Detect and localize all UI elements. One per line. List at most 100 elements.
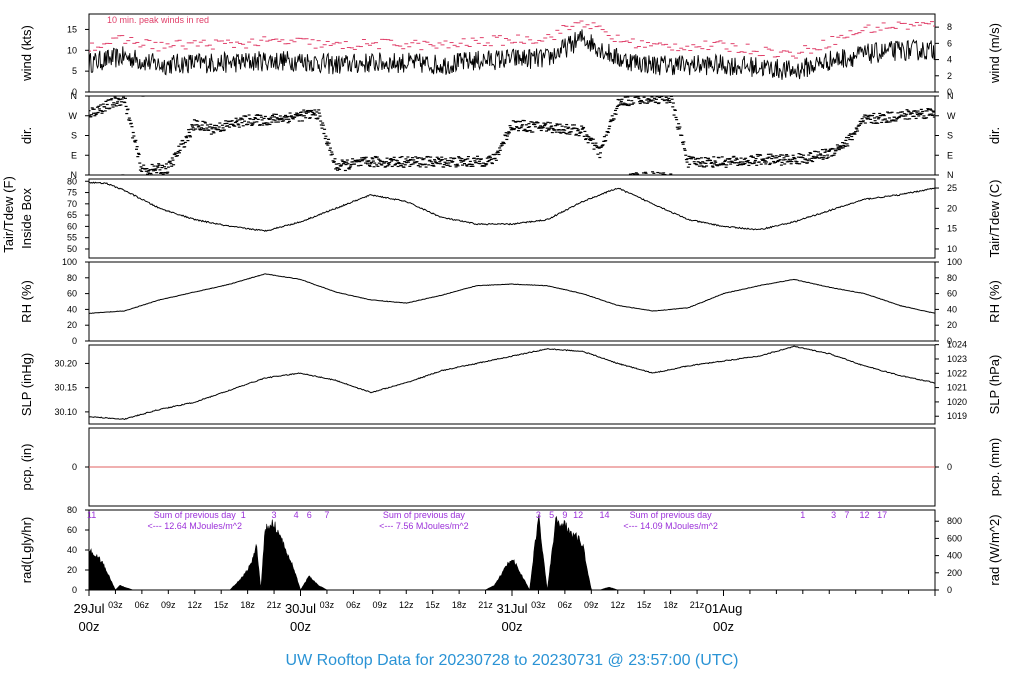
panel-data <box>89 181 935 232</box>
radiation-marker: 17 <box>877 510 887 520</box>
y-tick-label-right: 4 <box>947 55 952 65</box>
time-axis: 03z 06z 09z 12z 15z 18z 21z 03z 06z 09z 12z 15z 18z 2… <box>73 589 936 634</box>
x-tick-label: 18z <box>663 600 678 610</box>
panel-frame <box>88 13 936 93</box>
panel-frame <box>88 261 936 342</box>
y-tick-label-right: N <box>947 91 954 101</box>
y-tick-label: 15 <box>67 24 77 34</box>
radiation-marker: 11 <box>87 510 96 520</box>
y-tick-label-right: 200 <box>947 568 962 578</box>
daily-sum-value: <--- 12.64 MJoules/m^2 <box>147 521 242 531</box>
panel-5: SLP (inHg) SLP (hPa) 30.10 30.15 30.20 1019 10… <box>19 340 1002 425</box>
y-tick-label: E <box>71 150 77 160</box>
panel-2: dir. dir.N NE ES SW WN N <box>19 91 1002 180</box>
panel-data <box>89 515 935 590</box>
radiation-marker: 9 <box>562 510 567 520</box>
y-axis-label-right: RH (%) <box>987 280 1002 323</box>
radiation-marker: 12 <box>573 510 583 520</box>
y-axis-label: rad(Lgly/hr) <box>19 517 34 583</box>
panel-data <box>89 96 935 175</box>
y-tick-label-right: S <box>947 131 953 141</box>
x-tick-label: 15z <box>214 600 229 610</box>
panel-data <box>89 345 935 420</box>
y-tick-label-right: 1021 <box>947 383 967 393</box>
y-axis-label-right: rad (W/m^2) <box>987 514 1002 585</box>
y-tick-label-right: 1019 <box>947 411 967 421</box>
y-tick-label: 75 <box>67 188 77 198</box>
y-tick-label-right: 20 <box>947 203 957 213</box>
y-tick-label: 40 <box>67 304 77 314</box>
y-tick-label-right: 8 <box>947 22 952 32</box>
y-axis-label-right: Tair/Tdew (C) <box>987 179 1002 257</box>
y-tick-label: 80 <box>67 273 77 283</box>
radiation-marker: 3 <box>831 510 836 520</box>
y-tick-label-right: 600 <box>947 533 962 543</box>
y-tick-label: 0 <box>72 336 77 346</box>
radiation-marker: 7 <box>324 510 329 520</box>
x-tick-label: 06z <box>135 600 150 610</box>
y-tick-label: 100 <box>62 257 77 267</box>
y-axis-label-right: pcp. (mm) <box>987 438 1002 497</box>
x-tick-label: 21z <box>267 600 282 610</box>
y-tick-label-right: 25 <box>947 183 957 193</box>
y-tick-label: 65 <box>67 210 77 220</box>
x-tick-label: 15z <box>637 600 652 610</box>
radiation-marker: 3 <box>536 510 541 520</box>
x-tick-label: 06z <box>346 600 361 610</box>
date-hour-label: 00z <box>79 619 100 634</box>
mean-wind-series <box>89 29 935 80</box>
panel-4: RH (%) RH (%) 0 20 40 60 80 100 0 20 40 60 80 100 <box>19 257 1002 346</box>
y-tick-label: 80 <box>67 505 77 515</box>
daily-sum-value: <--- 7.56 MJoules/m^2 <box>379 521 469 531</box>
date-label: 01Aug <box>705 601 743 616</box>
x-tick-label: 09z <box>161 600 176 610</box>
y-tick-label-right: 1023 <box>947 354 967 364</box>
relative_humidity-series <box>89 273 935 315</box>
radiation-marker: 4 <box>294 510 299 520</box>
y-axis-label-outer: Tair/Tdew (F) <box>1 176 16 253</box>
panel-frame <box>88 344 936 425</box>
y-tick-label-right: 60 <box>947 289 957 299</box>
y-tick-label: 0 <box>72 87 77 97</box>
panel-6: pcp. (in) pcp. (mm) 0 0 <box>19 427 1002 507</box>
y-tick-label: 55 <box>67 233 77 243</box>
y-tick-label-right: 1024 <box>947 340 967 350</box>
daily-sum-value: <--- 14.09 MJoules/m^2 <box>623 521 718 531</box>
radiation-marker: 14 <box>600 510 610 520</box>
date-hour-label: 00z <box>713 619 734 634</box>
y-tick-label-right: 0 <box>947 585 952 595</box>
date-hour-label: 00z <box>290 619 311 634</box>
x-tick-label: 03z <box>320 600 335 610</box>
y-tick-label-right: 6 <box>947 38 952 48</box>
radiation-marker: 3 <box>272 510 277 520</box>
y-tick-label-right: E <box>947 150 953 160</box>
y-tick-label: N <box>71 170 78 180</box>
panel-frame <box>88 178 936 259</box>
date-label: 29Jul <box>73 601 104 616</box>
y-tick-label: 60 <box>67 289 77 299</box>
x-tick-label: 12z <box>187 600 202 610</box>
y-axis-label: dir. <box>19 127 34 144</box>
y-tick-label-right: 100 <box>947 257 962 267</box>
daily-sum-note: Sum of previous day <box>154 510 237 520</box>
y-tick-label: 50 <box>67 244 77 254</box>
y-tick-label-right: 10 <box>947 244 957 254</box>
y-tick-label: 0 <box>72 585 77 595</box>
y-tick-label: 30.15 <box>54 383 77 393</box>
y-axis-label: pcp. (in) <box>19 444 34 491</box>
y-tick-label: 60 <box>67 221 77 231</box>
y-tick-label-right: 1020 <box>947 397 967 407</box>
y-tick-label: S <box>71 131 77 141</box>
radiation-marker: 1 <box>241 510 246 520</box>
y-tick-label: 30.20 <box>54 358 77 368</box>
y-axis-label: wind (kts) <box>19 25 34 82</box>
panel-7: rad(Lgly/hr) rad (W/m^2)02040608002004006… <box>19 505 1002 595</box>
x-tick-label: 09z <box>373 600 388 610</box>
sea_level_pressure-series <box>89 345 935 420</box>
peak-wind-note: 10 min. peak winds in red <box>107 15 209 25</box>
y-tick-label-right: 40 <box>947 304 957 314</box>
y-axis-label-right: dir. <box>987 127 1002 144</box>
solar-radiation-series <box>89 515 935 590</box>
